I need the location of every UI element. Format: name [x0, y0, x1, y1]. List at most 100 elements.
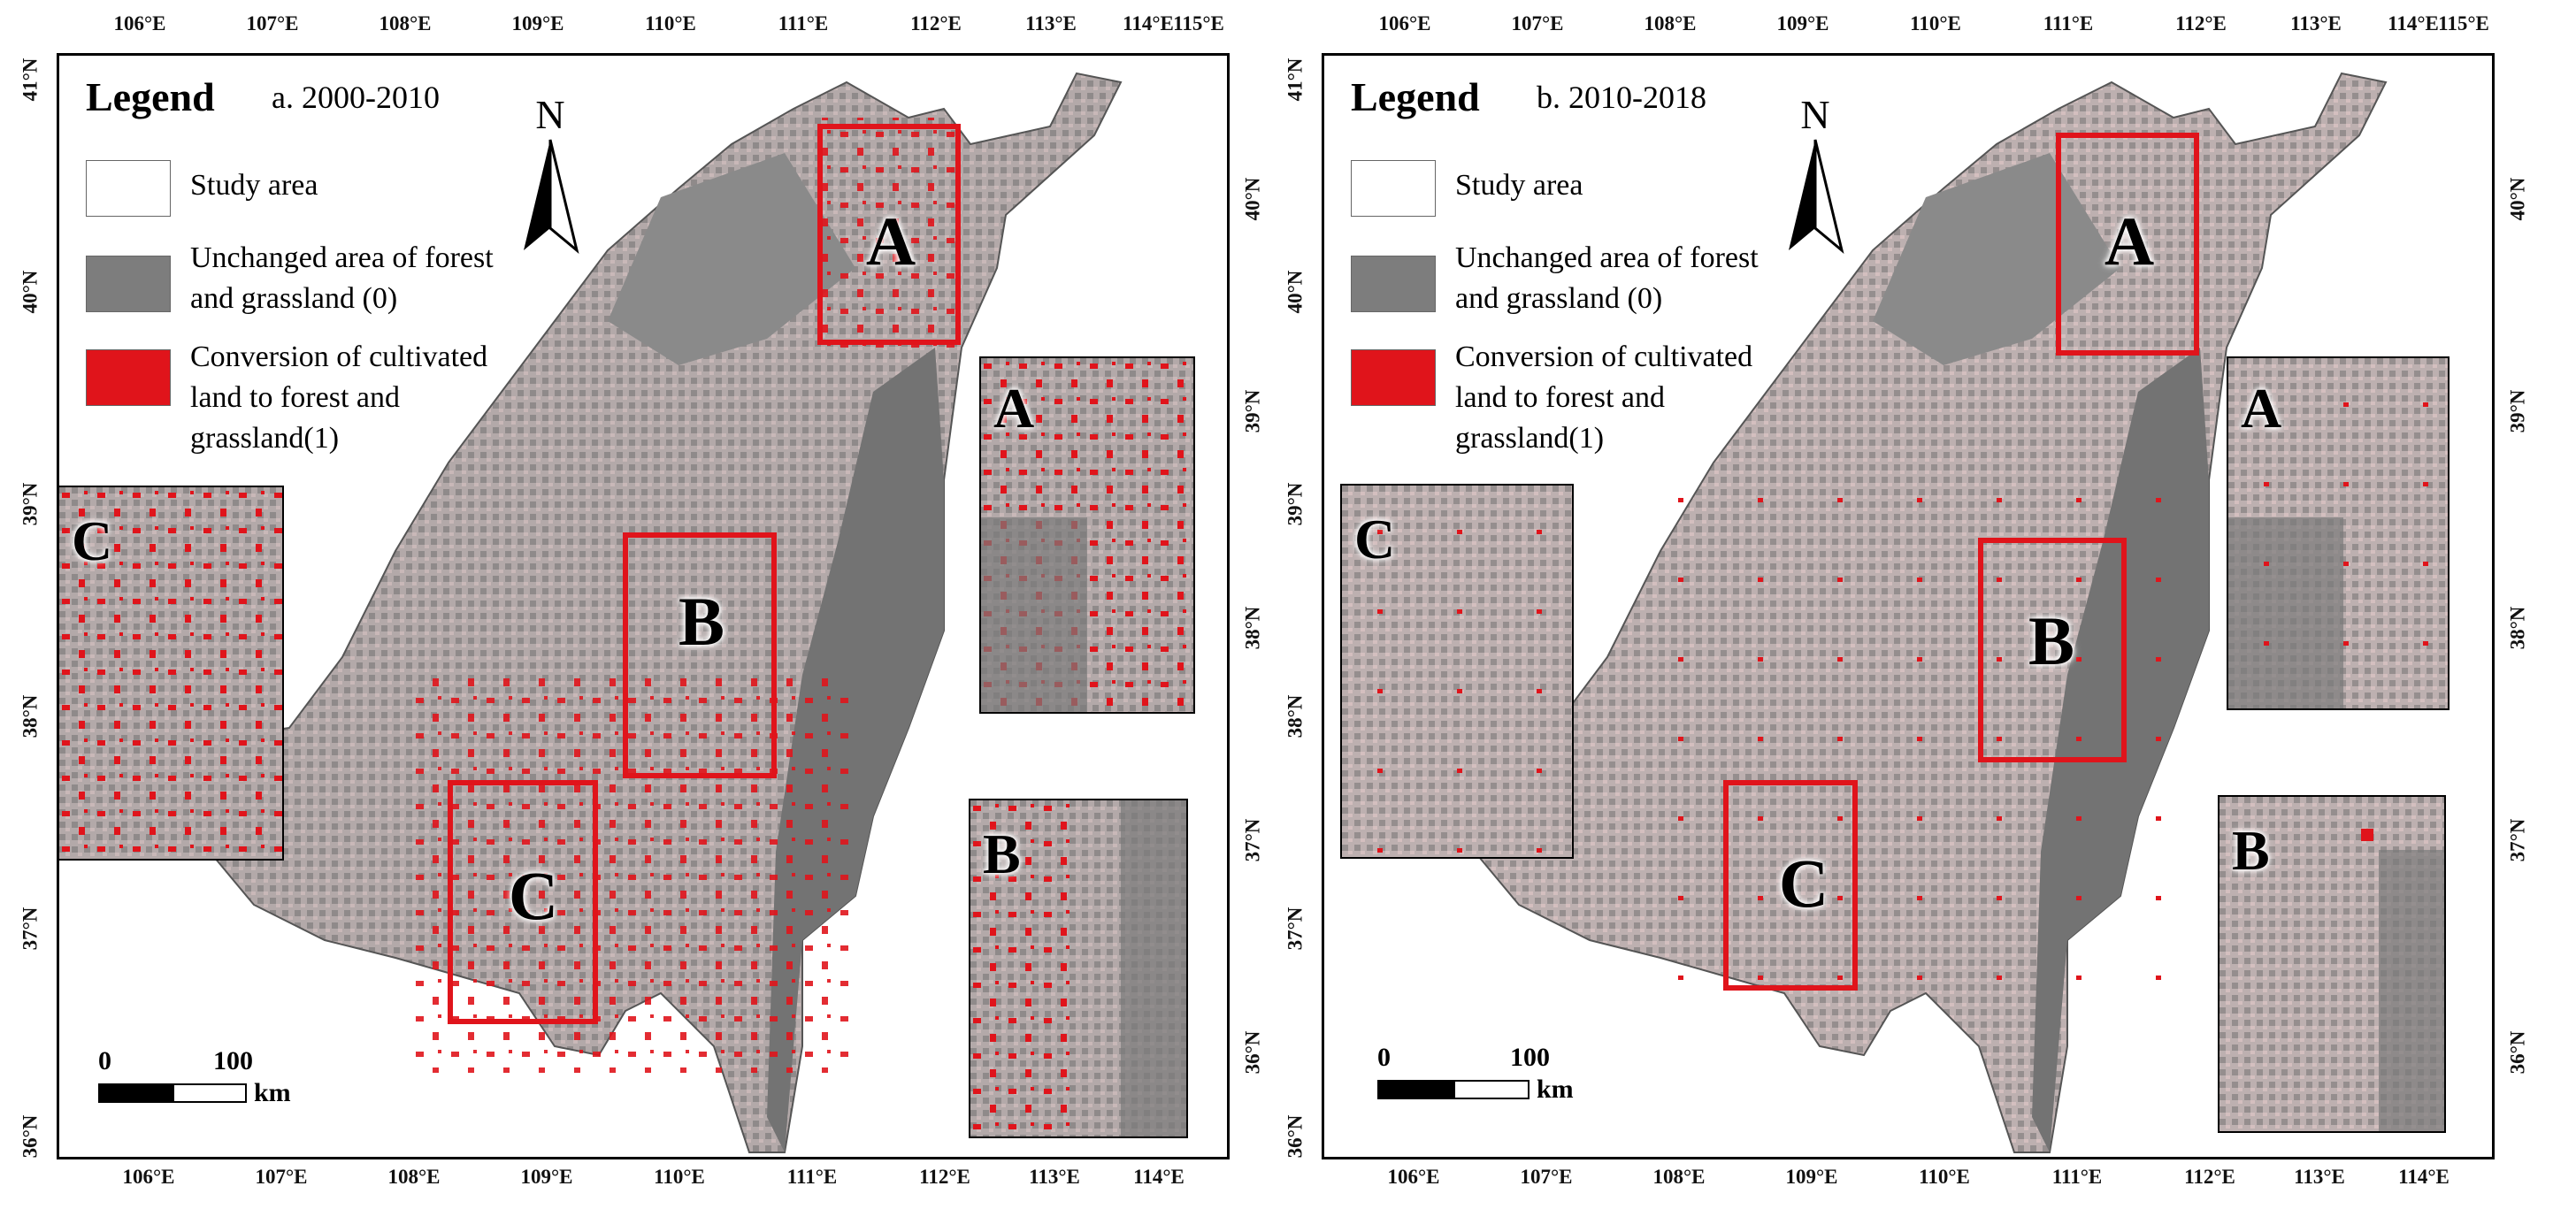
- lat-label-right: 36°N: [1241, 1030, 1264, 1075]
- lon-label-bottom: 110°E: [1919, 1166, 1970, 1188]
- inset-label-a: A: [2241, 377, 2282, 440]
- lon-label-bottom: 106°E: [1387, 1166, 1440, 1188]
- lon-label-bottom: 111°E: [786, 1166, 838, 1188]
- lat-label-left: 40°N: [19, 270, 42, 314]
- lon-label-bottom: 107°E: [255, 1166, 308, 1188]
- legend-swatch-converted: [86, 349, 171, 406]
- lon-label-bottom: 107°E: [1520, 1166, 1573, 1188]
- lat-label-left: 36°N: [1284, 1114, 1307, 1159]
- lat-label-left: 38°N: [19, 694, 42, 738]
- legend-title: Legend: [86, 74, 215, 119]
- box-label-b: B: [678, 583, 725, 660]
- lon-label-top: 112°E: [910, 12, 962, 34]
- converted-scatter: [1678, 498, 2165, 1029]
- lat-label-right: 38°N: [2506, 606, 2529, 650]
- scale-hundred: 100: [1510, 1043, 1550, 1072]
- lon-label-top: 115°E: [2438, 12, 2489, 34]
- inset-label-a: A: [993, 377, 1035, 440]
- box-label-b: B: [2028, 602, 2075, 679]
- panel-title: b. 2010-2018: [1537, 80, 1706, 115]
- lon-label-bottom: 108°E: [1652, 1166, 1706, 1188]
- legend-swatch-unchanged: [86, 256, 171, 312]
- legend-swatch-study-area: [1351, 160, 1436, 217]
- lon-label-top: 114°E: [1123, 12, 1174, 34]
- legend-title: Legend: [1351, 74, 1480, 119]
- legend-label-converted: Conversion of cultivated land to forest …: [1455, 341, 1753, 455]
- lat-label-right: 37°N: [2506, 818, 2529, 862]
- converted-scatter: [413, 118, 962, 1073]
- region-box-c: [448, 780, 598, 1024]
- lon-label-top: 109°E: [511, 12, 564, 34]
- region-box-c: [1723, 780, 1858, 991]
- inset-a: A: [2227, 356, 2450, 710]
- box-label-a: A: [865, 203, 916, 279]
- study-area-map: [181, 72, 1123, 1153]
- box-label-a: A: [2104, 203, 2155, 279]
- lon-label-top: 108°E: [379, 12, 432, 34]
- north-arrow: N: [1784, 91, 1846, 268]
- lon-label-bottom: 109°E: [520, 1166, 573, 1188]
- lon-label-top: 114°E: [2388, 12, 2439, 34]
- lat-label-left: 41°N: [19, 57, 42, 102]
- lon-label-top: 106°E: [1378, 12, 1431, 34]
- lat-label-left: 39°N: [19, 482, 42, 526]
- lat-label-right: 38°N: [1241, 606, 1264, 650]
- legend-label-unchanged: Unchanged area of forest and grassland (…: [190, 241, 494, 315]
- lon-label-bottom: 114°E: [2398, 1166, 2450, 1188]
- lon-label-bottom: 112°E: [919, 1166, 970, 1188]
- map-panel-a: 106°E 107°E 108°E 109°E 110°E 111°E 112°…: [0, 0, 1274, 1209]
- study-area-map: [1446, 72, 2388, 1153]
- unchanged-forest-north: [608, 153, 855, 365]
- region-box-b: [1978, 538, 2127, 762]
- inset-c: C: [59, 486, 284, 861]
- lon-label-bottom: 106°E: [122, 1166, 175, 1188]
- scale-zero: 0: [98, 1046, 111, 1075]
- legend-swatch-unchanged: [1351, 256, 1436, 312]
- lon-label-top: 113°E: [2290, 12, 2342, 34]
- legend-swatch-study-area: [86, 160, 171, 217]
- lon-label-bottom: 113°E: [2294, 1166, 2345, 1188]
- lon-label-top: 111°E: [778, 12, 829, 34]
- north-arrow-icon: [524, 139, 579, 255]
- lon-label-bottom: 110°E: [654, 1166, 705, 1188]
- lon-label-top: 107°E: [1511, 12, 1564, 34]
- scale-unit: km: [1537, 1075, 1574, 1104]
- lat-label-right: 37°N: [1241, 818, 1264, 862]
- north-label: N: [1800, 92, 1830, 137]
- lat-label-right: 39°N: [2506, 389, 2529, 433]
- inset-label-b: B: [2232, 819, 2270, 882]
- lon-label-bottom: 114°E: [1133, 1166, 1184, 1188]
- inset-a: A: [979, 356, 1195, 714]
- scale-zero: 0: [1377, 1043, 1391, 1072]
- region-box-a: [2056, 133, 2199, 356]
- scale-unit: km: [254, 1078, 291, 1107]
- legend-label-converted: Conversion of cultivated land to forest …: [190, 341, 488, 455]
- legend-label-study-area: Study area: [1455, 169, 1583, 202]
- scale-hundred: 100: [213, 1046, 253, 1075]
- lon-label-top: 111°E: [2043, 12, 2094, 34]
- lat-label-left: 39°N: [1284, 482, 1307, 526]
- scale-bar: 0 100 km: [1377, 1043, 1607, 1113]
- lon-label-top: 108°E: [1644, 12, 1697, 34]
- inset-b: B: [2218, 795, 2446, 1133]
- map-frame: A B C Legend a. 2000-2010 Study area Unc…: [57, 53, 1230, 1159]
- lon-label-top: 110°E: [1910, 12, 1961, 34]
- map-frame: A B C Legend b. 2010-2018 Study area Unc…: [1322, 53, 2495, 1159]
- lon-label-top: 106°E: [113, 12, 166, 34]
- map-panel-b: 106°E 107°E 108°E 109°E 110°E 111°E 112°…: [1265, 0, 2539, 1209]
- inset-b: B: [969, 799, 1188, 1138]
- scale-bar: 0 100 km: [98, 1046, 328, 1117]
- lat-label-left: 38°N: [1284, 694, 1307, 738]
- north-label: N: [535, 92, 565, 137]
- inset-c: C: [1340, 484, 1574, 859]
- lat-label-right: 40°N: [1241, 177, 1264, 221]
- legend-label-study-area: Study area: [190, 169, 318, 202]
- lon-label-top: 107°E: [246, 12, 299, 34]
- lat-label-left: 41°N: [1284, 57, 1307, 102]
- inset-label-b: B: [983, 823, 1021, 885]
- inset-label-c: C: [1354, 508, 1396, 570]
- legend-swatch-converted: [1351, 349, 1436, 406]
- box-label-c: C: [1778, 845, 1829, 922]
- lon-label-top: 110°E: [645, 12, 696, 34]
- lon-label-bottom: 113°E: [1029, 1166, 1080, 1188]
